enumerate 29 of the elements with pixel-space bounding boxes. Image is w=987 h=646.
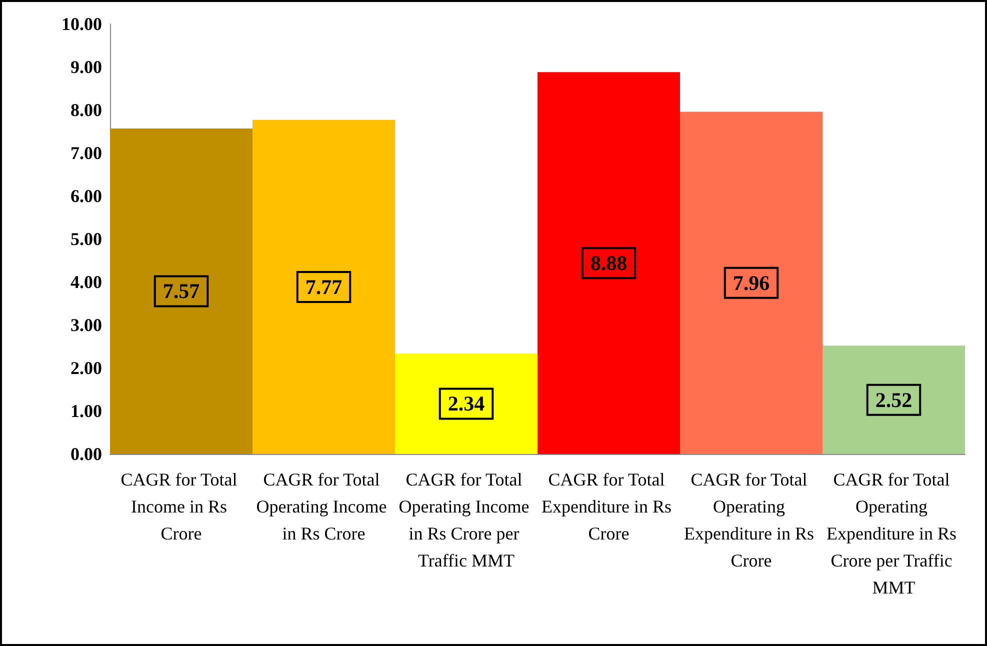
- y-tick-label: 0.00: [70, 444, 102, 464]
- y-tick-label: 10.00: [62, 14, 102, 34]
- x-tick-label: CAGR for Total Operating Income in Rs Crore: [256, 470, 392, 544]
- x-tick-label: CAGR for Total Operating Income in Rs Crore per Traffic MMT: [398, 470, 534, 570]
- data-label: 7.57: [162, 279, 200, 304]
- bar: [680, 112, 822, 454]
- data-label: 2.34: [448, 392, 486, 416]
- x-tick-label: CAGR for Total Income in Rs Crore: [120, 470, 242, 544]
- y-tick-label: 9.00: [70, 57, 102, 77]
- y-tick-label: 7.00: [70, 143, 102, 163]
- y-tick-label: 2.00: [70, 358, 102, 378]
- y-tick-label: 1.00: [70, 401, 102, 421]
- x-tick-label: CAGR for Total Operating Expenditure in Rs Crore per Traffic MMT: [826, 470, 961, 598]
- y-tick-label: 6.00: [70, 186, 102, 206]
- y-tick-label: 3.00: [70, 315, 102, 335]
- bar: [252, 120, 395, 454]
- bar: [395, 353, 538, 454]
- data-label: 2.52: [875, 388, 912, 412]
- y-tick-label: 8.00: [70, 100, 102, 120]
- data-label: 7.77: [305, 274, 342, 299]
- data-label: 7.96: [732, 270, 770, 295]
- y-tick-label: 4.00: [70, 272, 102, 292]
- x-tick-label: CAGR for Total Expenditure in Rs Crore: [542, 470, 676, 544]
- y-tick-label: 5.00: [70, 229, 102, 249]
- x-tick-label: CAGR for Total Operating Expenditure in Rs Crore: [684, 470, 818, 570]
- bar: [538, 72, 680, 454]
- data-label: 8.88: [590, 251, 628, 276]
- bar: [110, 128, 252, 454]
- bar: [822, 346, 965, 454]
